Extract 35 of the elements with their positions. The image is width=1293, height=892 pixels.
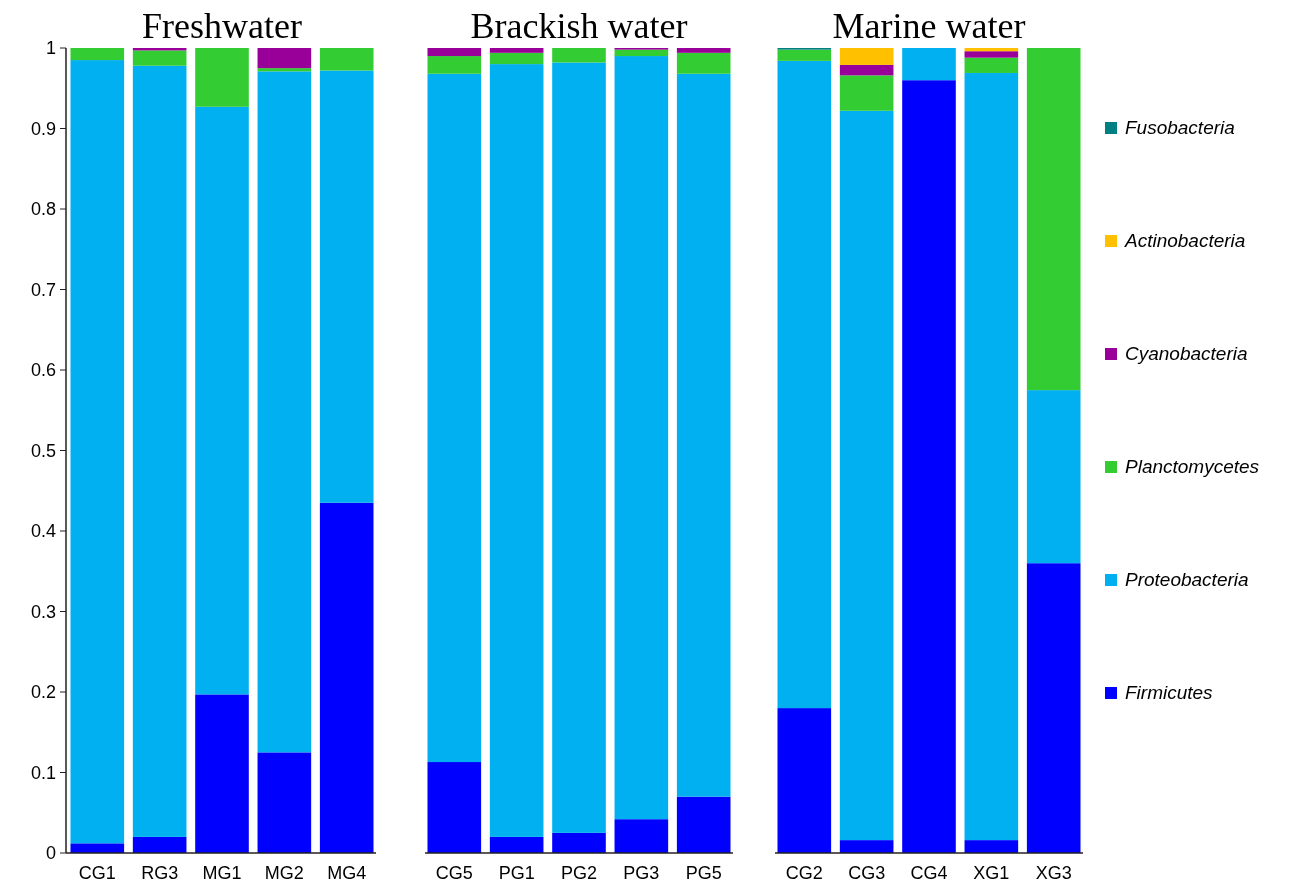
x-tick-label: CG1 <box>78 863 116 883</box>
y-tick-label: 0.3 <box>30 601 56 622</box>
y-tick-label: 0.1 <box>30 762 56 783</box>
x-tick-label: PG3 <box>623 863 660 883</box>
x-tick-label: CG3 <box>848 863 886 883</box>
y-tick-label: 0.5 <box>30 440 56 461</box>
x-tick-label: XG1 <box>973 863 1010 883</box>
legend-label: Proteobacteria <box>1125 569 1249 590</box>
chart-title: Freshwater <box>142 6 302 46</box>
x-tick-label: MG4 <box>327 863 367 883</box>
x-tick-label: CG5 <box>435 863 473 883</box>
y-tick-label: 1 <box>45 38 56 58</box>
legend-label: Cyanobacteria <box>1125 343 1248 364</box>
y-tick-label: 0 <box>45 843 56 863</box>
y-tick-label: 0.9 <box>30 118 56 139</box>
x-tick-label: PG2 <box>560 863 598 883</box>
y-tick-label: 0.6 <box>30 360 56 380</box>
x-tick-label: RG3 <box>141 863 179 883</box>
x-tick-label: CG2 <box>785 863 823 883</box>
legend-label: Planctomycetes <box>1125 456 1260 477</box>
x-tick-label: PG5 <box>685 863 722 883</box>
x-tick-label: MG1 <box>202 863 242 883</box>
y-tick-label: 0.2 <box>30 682 56 702</box>
x-tick-label: MG2 <box>264 863 304 883</box>
legend-label: Actinobacteria <box>1124 230 1246 251</box>
legend-label: Fusobacteria <box>1125 117 1235 138</box>
y-tick-label: 0.7 <box>30 279 56 300</box>
x-tick-label: CG4 <box>910 863 948 883</box>
chart-title: Brackish water <box>470 6 688 46</box>
y-tick-label: 0.8 <box>30 199 56 219</box>
legend-label: Firmicutes <box>1125 682 1214 703</box>
y-tick-label: 0.4 <box>30 521 56 541</box>
x-tick-label: PG1 <box>498 863 535 883</box>
x-tick-label: XG3 <box>1035 863 1072 883</box>
chart-title: Marine water <box>832 6 1026 46</box>
